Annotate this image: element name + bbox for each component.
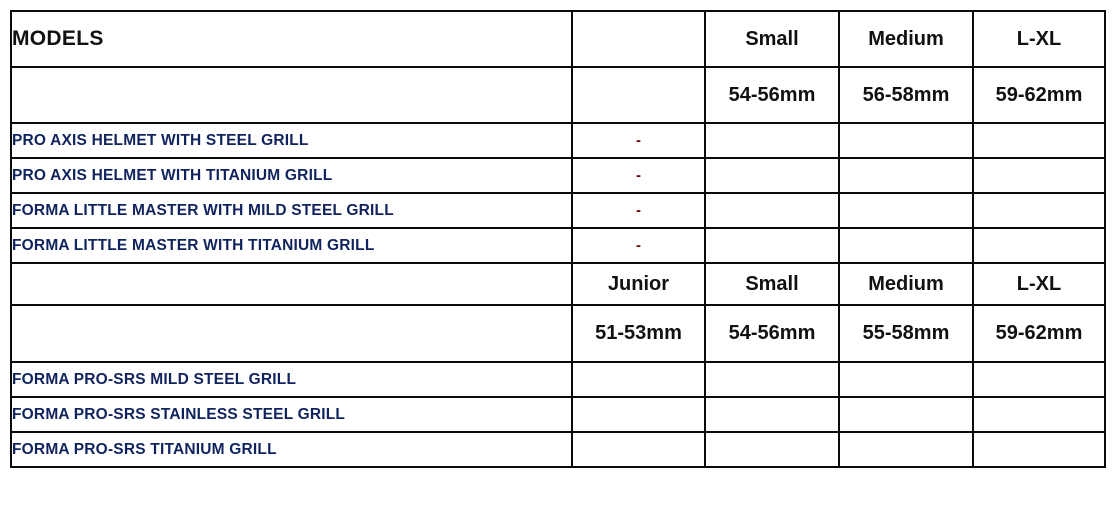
availability-cell-small — [704, 192, 840, 229]
availability-cell-small — [704, 227, 840, 264]
availability-cell-small — [704, 157, 840, 194]
availability-cell-medium — [838, 122, 974, 159]
block1-range-medium: 56-58mm — [838, 66, 974, 124]
availability-cell-small — [704, 396, 840, 433]
block2-range-junior: 51-53mm — [571, 304, 706, 363]
block1-range-small: 54-56mm — [704, 66, 840, 124]
availability-cell-unavailable: - — [571, 122, 706, 159]
availability-cell-lxl — [972, 122, 1106, 159]
model-name-cell: FORMA LITTLE MASTER WITH TITANIUM GRILL — [10, 227, 573, 264]
block1-range-blank — [571, 66, 706, 124]
availability-cell-medium — [838, 396, 974, 433]
block2-range-rowlabel-blue — [10, 304, 573, 363]
table-row: FORMA LITTLE MASTER WITH MILD STEEL GRIL… — [10, 192, 1106, 229]
availability-cell-small — [704, 361, 840, 398]
availability-cell-lxl — [972, 227, 1106, 264]
block2-range-medium: 55-58mm — [838, 304, 974, 363]
table-row: FORMA LITTLE MASTER WITH TITANIUM GRILL … — [10, 227, 1106, 264]
availability-cell-unavailable: - — [571, 192, 706, 229]
availability-cell-unavailable: - — [571, 227, 706, 264]
block1-range-lxl: 59-62mm — [972, 66, 1106, 124]
block2-header-junior: Junior — [571, 262, 706, 306]
block1-size-range-row: 54-56mm 56-58mm 59-62mm — [10, 66, 1106, 124]
availability-cell-medium — [838, 157, 974, 194]
table-row: FORMA PRO-SRS TITANIUM GRILL — [10, 431, 1106, 468]
availability-cell-medium — [838, 361, 974, 398]
availability-cell-lxl — [972, 192, 1106, 229]
block1-header-small: Small — [704, 10, 840, 68]
block2-header-medium: Medium — [838, 262, 974, 306]
block1-range-rowlabel-blank — [10, 66, 573, 124]
block2-header-rowlabel-blank — [10, 262, 573, 306]
block2-size-range-row: 51-53mm 54-56mm 55-58mm 59-62mm — [10, 304, 1106, 363]
page-title: MODELS — [10, 10, 573, 68]
model-name-cell: FORMA PRO-SRS STAINLESS STEEL GRILL — [10, 396, 573, 433]
availability-cell-medium — [838, 227, 974, 264]
table-row: FORMA PRO-SRS MILD STEEL GRILL — [10, 361, 1106, 398]
availability-cell-lxl — [972, 157, 1106, 194]
availability-cell-junior — [571, 361, 706, 398]
availability-cell-lxl — [972, 431, 1106, 468]
availability-cell-medium — [838, 192, 974, 229]
block1-header-lxl: L-XL — [972, 10, 1106, 68]
table-row: FORMA PRO-SRS STAINLESS STEEL GRILL — [10, 396, 1106, 433]
model-name-cell: FORMA PRO-SRS MILD STEEL GRILL — [10, 361, 573, 398]
availability-cell-lxl — [972, 361, 1106, 398]
model-name-cell: FORMA LITTLE MASTER WITH MILD STEEL GRIL… — [10, 192, 573, 229]
helmet-size-chart-table: MODELS Small Medium L-XL 54-56mm 56-58mm… — [10, 10, 1106, 468]
availability-cell-unavailable: - — [571, 157, 706, 194]
block1-header-blank — [571, 10, 706, 68]
block2-range-small: 54-56mm — [704, 304, 840, 363]
table-row: PRO AXIS HELMET WITH STEEL GRILL - — [10, 122, 1106, 159]
block1-header-medium: Medium — [838, 10, 974, 68]
availability-cell-junior — [571, 431, 706, 468]
availability-cell-small — [704, 122, 840, 159]
block2-header-label-row: Junior Small Medium L-XL — [10, 262, 1106, 306]
availability-cell-small — [704, 431, 840, 468]
table-row: PRO AXIS HELMET WITH TITANIUM GRILL - — [10, 157, 1106, 194]
block2-range-lxl: 59-62mm — [972, 304, 1106, 363]
availability-cell-medium — [838, 431, 974, 468]
block2-header-small: Small — [704, 262, 840, 306]
availability-cell-lxl — [972, 396, 1106, 433]
model-name-cell: PRO AXIS HELMET WITH TITANIUM GRILL — [10, 157, 573, 194]
availability-cell-junior — [571, 396, 706, 433]
model-name-cell: FORMA PRO-SRS TITANIUM GRILL — [10, 431, 573, 468]
block2-header-lxl: L-XL — [972, 262, 1106, 306]
block1-header-label-row: MODELS Small Medium L-XL — [10, 10, 1106, 68]
model-name-cell: PRO AXIS HELMET WITH STEEL GRILL — [10, 122, 573, 159]
